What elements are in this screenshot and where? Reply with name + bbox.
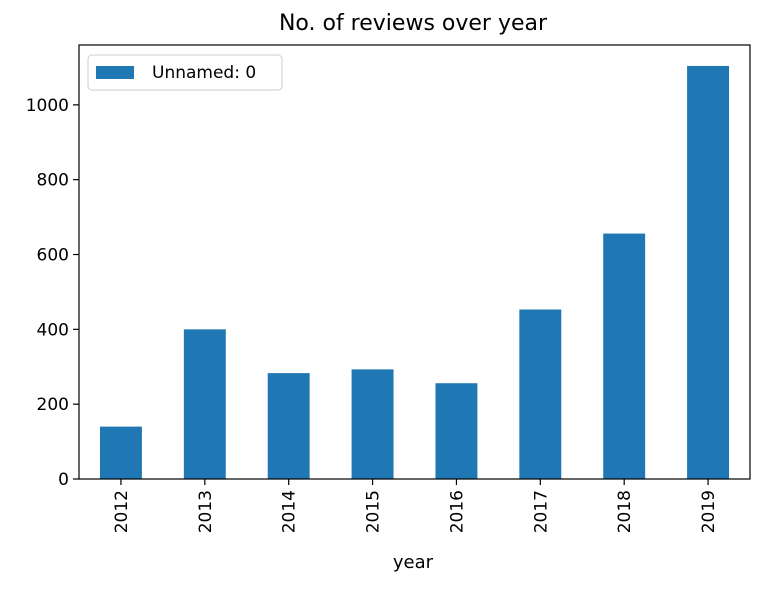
bar-2016 [435,383,478,479]
y-tick-label-400: 400 [37,320,69,340]
x-tick-label-2013: 2013 [196,490,216,533]
x-tick-label-2014: 2014 [280,490,300,533]
bar-2019 [687,65,730,479]
x-tick-label-2012: 2012 [112,490,132,533]
x-tick-label-2018: 2018 [615,490,635,533]
legend-swatch [96,66,134,79]
bar-2013 [183,329,226,479]
x-axis-label: year [393,552,434,573]
plot-area: 0 200 400 600 800 1000 2012 2013 2014 2015 2016 201… [26,44,751,533]
legend-label: Unnamed: 0 [152,63,256,83]
bar-2017 [519,309,562,479]
chart-title: No. of reviews over year [279,11,548,36]
bar-2012 [99,426,142,479]
bar-2014 [267,373,310,479]
x-tick-label-2015: 2015 [364,490,384,533]
bar-2015 [351,369,394,479]
legend-frame [87,54,283,91]
plot-frame [78,44,751,480]
y-tick-label-200: 200 [37,395,69,415]
x-tick-label-2017: 2017 [531,490,551,533]
bar-2018 [603,233,646,479]
y-tick-label-0: 0 [58,470,69,490]
y-tick-label-1000: 1000 [26,96,69,116]
x-tick-label-2016: 2016 [447,490,467,533]
y-tick-label-600: 600 [37,246,69,266]
y-tick-label-800: 800 [37,171,69,191]
legend: Unnamed: 0 [87,54,283,91]
x-tick-label-2019: 2019 [699,490,719,533]
